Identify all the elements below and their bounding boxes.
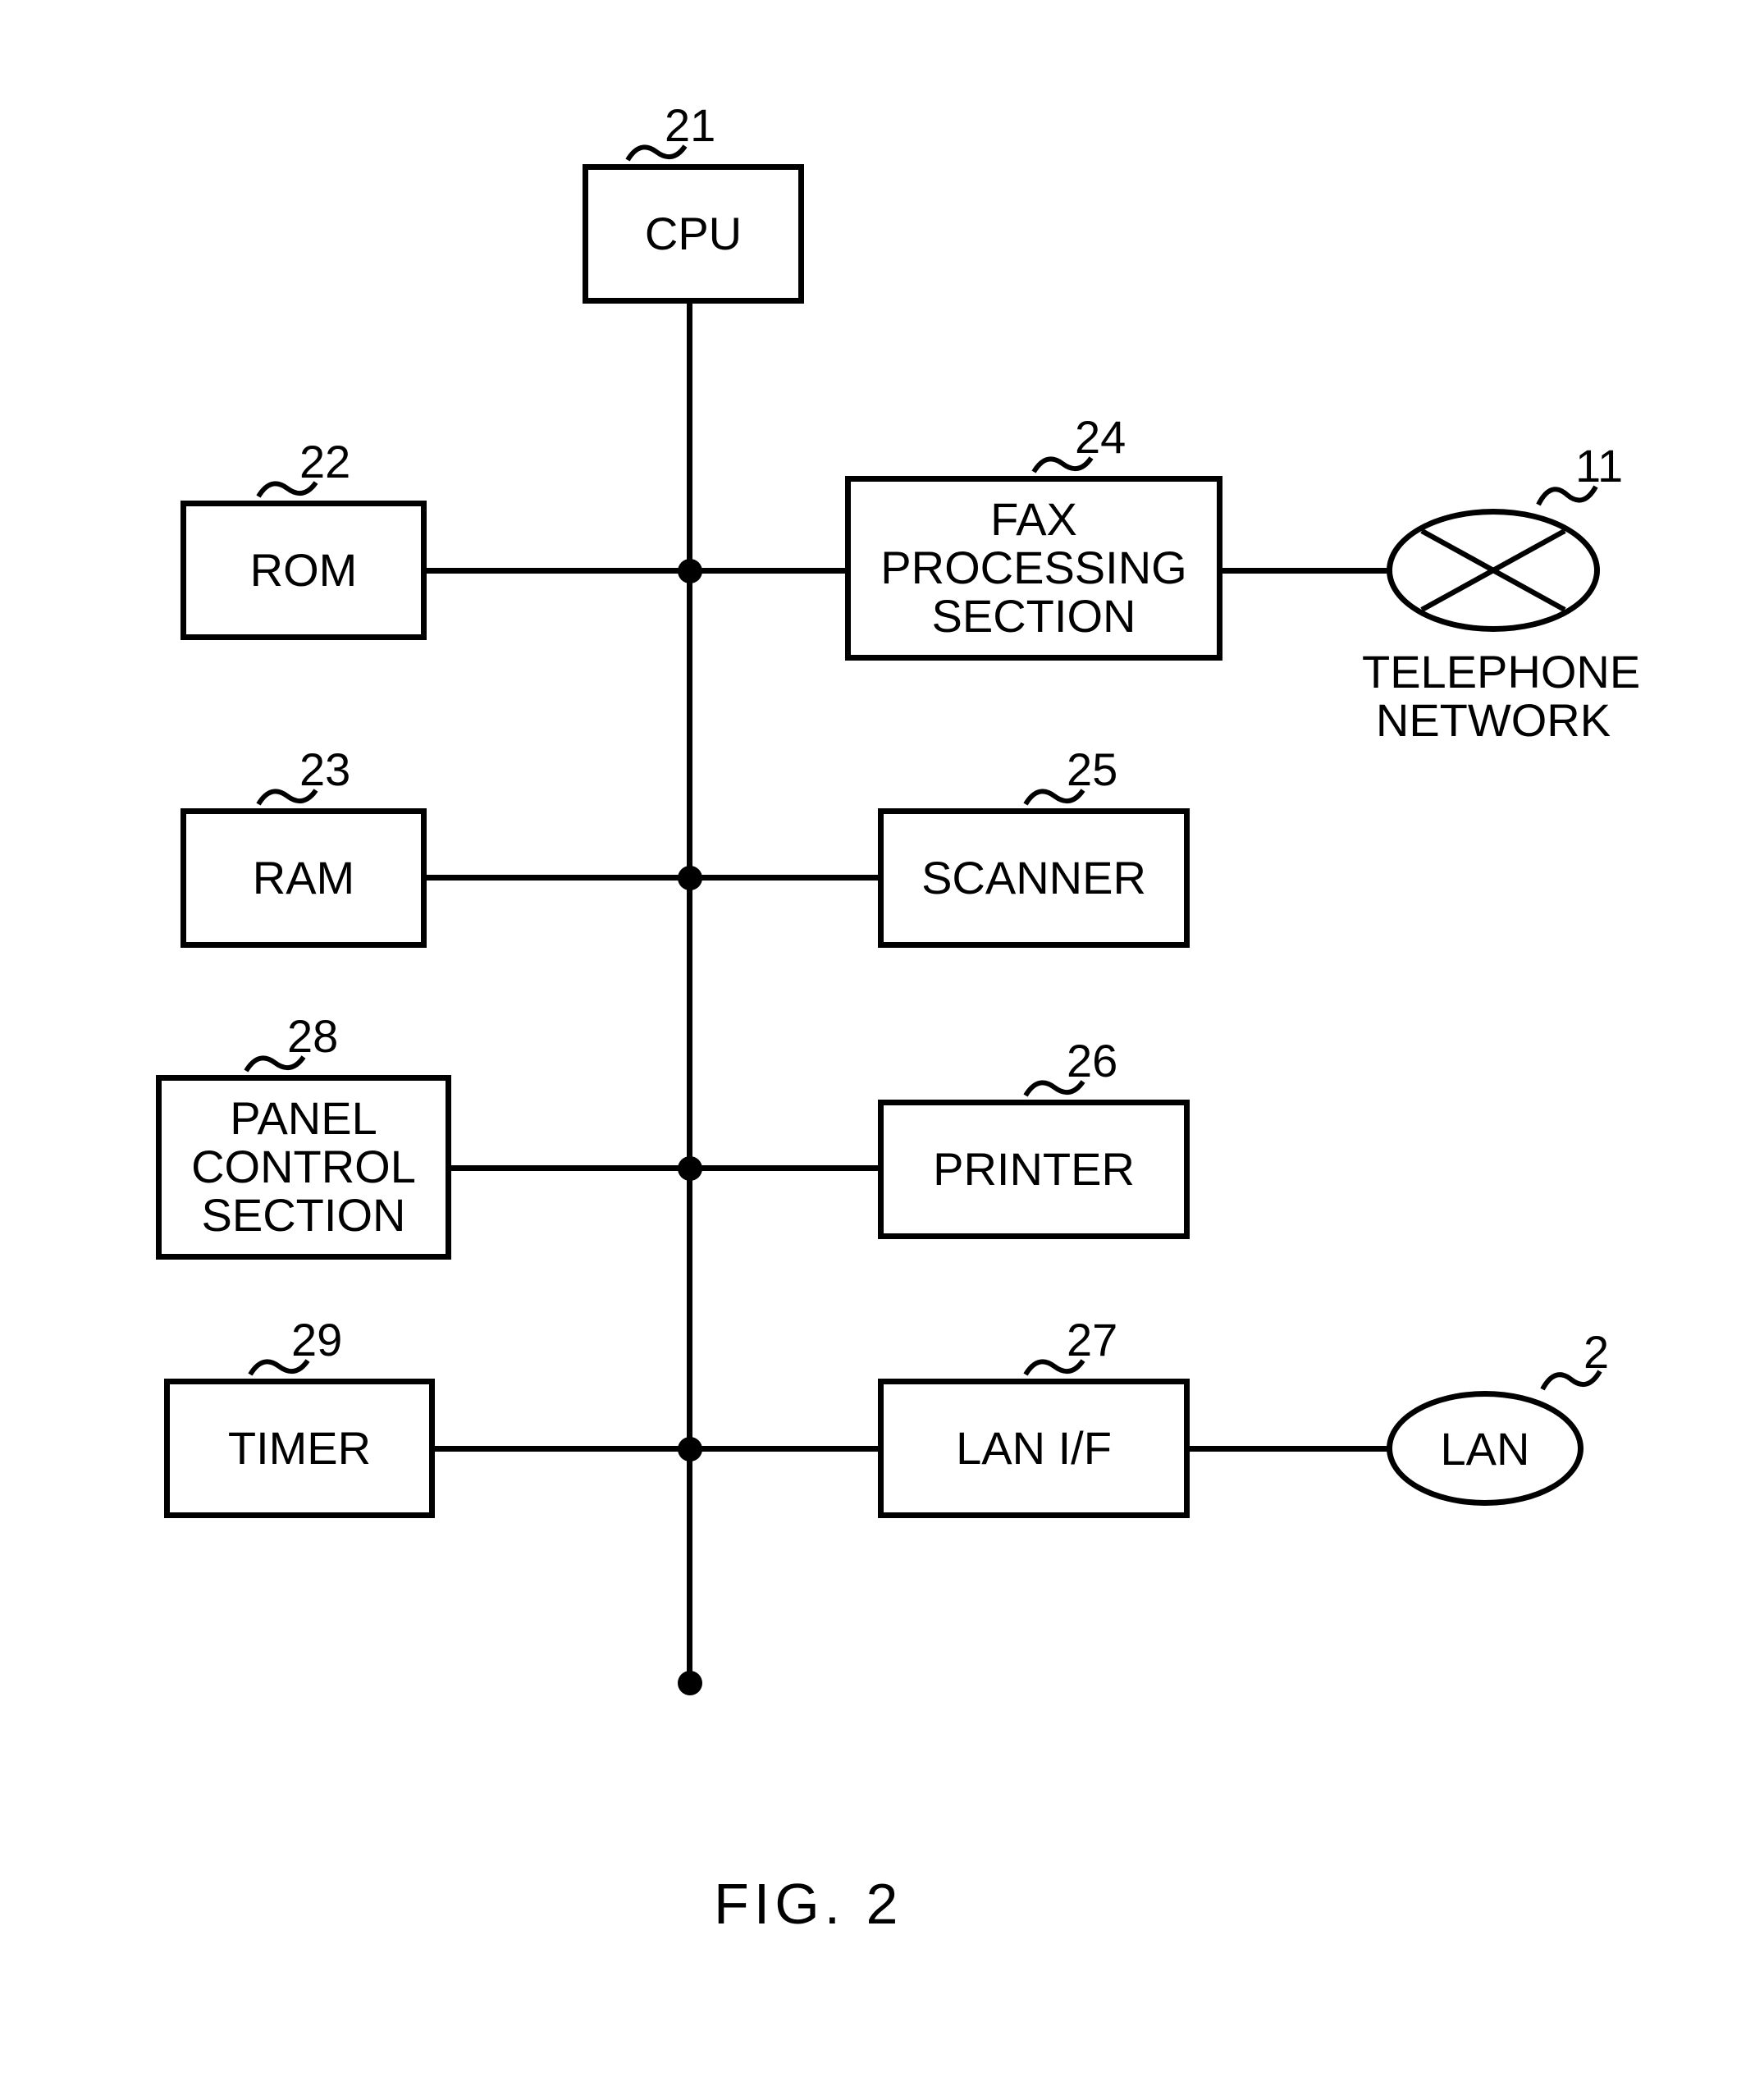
conn-ram: [427, 875, 689, 881]
conn-lanif-right: [1190, 1446, 1391, 1452]
conn-rom: [427, 568, 689, 574]
bus-bottom-dot: [678, 1671, 702, 1695]
conn-scanner: [689, 875, 878, 881]
squiggle-fax: [1030, 451, 1095, 476]
squiggle-rom: [254, 476, 320, 501]
block-lanif-label: LAN I/F: [956, 1425, 1112, 1473]
squiggle-lan: [1538, 1366, 1604, 1393]
block-ram-label: RAM: [253, 854, 354, 903]
ellipse-telnet: [1387, 509, 1600, 632]
diagram-canvas: 21 CPU 22 ROM 23 RAM 28 PANELCONTROLSECT…: [0, 0, 1764, 2095]
figure-caption: FIG. 2: [714, 1871, 903, 1937]
conn-panel: [451, 1165, 689, 1171]
squiggle-scanner: [1021, 784, 1087, 808]
conn-fax-left: [689, 568, 845, 574]
squiggle-telnet: [1534, 480, 1600, 509]
block-scanner-label: SCANNER: [921, 854, 1146, 903]
block-ram: RAM: [181, 808, 427, 948]
block-printer: PRINTER: [878, 1100, 1190, 1239]
conn-printer: [689, 1165, 878, 1171]
squiggle-panel: [242, 1050, 308, 1075]
block-timer: TIMER: [164, 1379, 435, 1518]
ellipse-lan-label: LAN: [1441, 1422, 1530, 1475]
block-panel: PANELCONTROLSECTION: [156, 1075, 451, 1260]
block-lanif: LAN I/F: [878, 1379, 1190, 1518]
ellipse-telnet-cross: [1392, 515, 1594, 626]
block-printer-label: PRINTER: [933, 1146, 1135, 1194]
block-panel-label: PANELCONTROLSECTION: [191, 1095, 416, 1239]
squiggle-printer: [1021, 1075, 1087, 1100]
conn-lanif-left: [689, 1446, 878, 1452]
bus-vertical: [687, 304, 692, 1682]
squiggle-ram: [254, 784, 320, 808]
squiggle-cpu: [624, 140, 689, 164]
block-fax: FAXPROCESSINGSECTION: [845, 476, 1222, 661]
block-cpu-label: CPU: [645, 210, 742, 258]
block-rom-label: ROM: [250, 547, 358, 595]
block-rom: ROM: [181, 501, 427, 640]
block-timer-label: TIMER: [228, 1425, 371, 1473]
block-cpu: CPU: [583, 164, 804, 304]
block-fax-label: FAXPROCESSINGSECTION: [880, 496, 1186, 640]
label-telnet: TELEPHONENETWORK: [1362, 648, 1625, 745]
ellipse-lan: LAN: [1387, 1391, 1583, 1506]
squiggle-timer: [246, 1354, 312, 1379]
squiggle-lanif: [1021, 1354, 1087, 1379]
block-scanner: SCANNER: [878, 808, 1190, 948]
conn-fax-right: [1222, 568, 1391, 574]
conn-timer: [435, 1446, 689, 1452]
